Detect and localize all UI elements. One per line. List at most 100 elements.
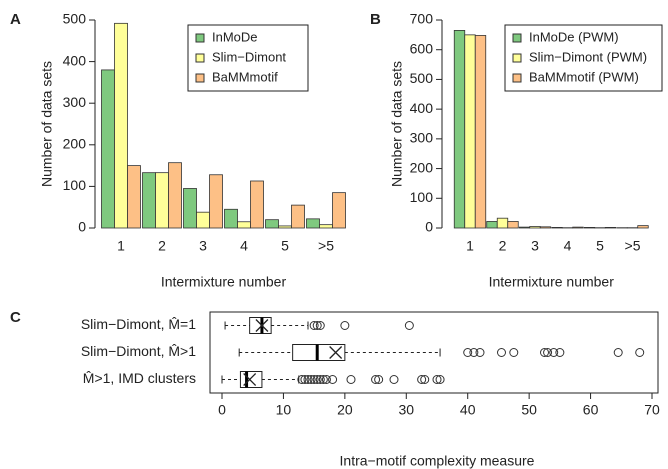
bar	[551, 227, 563, 229]
x-tick-label: 50	[521, 402, 537, 418]
y-tick-label: 200	[63, 136, 87, 152]
bar	[142, 172, 156, 229]
bar	[539, 226, 552, 229]
x-tick-label: 4	[564, 238, 572, 254]
y-tick-label: 300	[63, 94, 87, 110]
bar	[306, 218, 320, 229]
outlier	[309, 321, 319, 330]
outlier	[635, 348, 645, 357]
x-axis-label: Intra−motif complexity measure	[340, 453, 535, 469]
mean-marker	[329, 346, 343, 359]
legend-swatch	[512, 73, 522, 83]
outlier	[306, 375, 316, 384]
y-tick-label: 300	[410, 130, 434, 146]
bar	[265, 219, 279, 229]
outlier	[321, 375, 331, 384]
y-tick-label: 400	[410, 100, 434, 116]
bar	[237, 221, 251, 229]
bar	[453, 29, 466, 229]
x-tick-label: 60	[583, 402, 599, 418]
bar	[572, 226, 584, 229]
row-label: M̂>1, IMD clusters	[83, 370, 196, 386]
y-tick-label: 100	[63, 177, 87, 193]
bar	[291, 204, 305, 229]
outlier	[312, 375, 322, 384]
outlier	[497, 348, 506, 357]
bar	[637, 225, 649, 229]
bar	[486, 221, 498, 229]
outlier	[613, 348, 623, 357]
x-tick-label: 10	[276, 402, 292, 418]
x-tick-label: 30	[398, 402, 414, 418]
y-tick-label: 600	[410, 40, 434, 56]
bar	[583, 227, 596, 229]
x-tick-label: >5	[625, 238, 641, 254]
bar	[332, 192, 346, 229]
outlier	[404, 321, 414, 330]
outlier	[463, 348, 473, 357]
bar	[604, 227, 617, 229]
x-tick-label: >5	[318, 238, 334, 254]
y-tick-label: 500	[63, 11, 87, 27]
y-tick-label: 700	[410, 11, 434, 27]
bar	[507, 221, 519, 229]
outlier	[312, 321, 322, 330]
outlier	[417, 375, 427, 384]
outlier	[303, 375, 313, 384]
x-tick-label: 70	[644, 402, 660, 418]
x-axis-label: Intermixture number	[489, 274, 615, 290]
bar	[278, 225, 292, 229]
y-axis-label: Number of data sets	[389, 61, 405, 187]
legend-label: Slim−Dimont	[212, 49, 286, 64]
outlier	[543, 348, 553, 357]
mean-marker	[255, 319, 269, 332]
legend-label: BaMMmotif (PWM)	[529, 69, 639, 84]
row-label: Slim−Dimont, M̂>1	[81, 343, 196, 359]
outlier	[318, 375, 328, 384]
legend-swatch	[195, 73, 205, 83]
panel-label: B	[370, 11, 381, 28]
outlier	[509, 348, 519, 357]
outlier	[374, 375, 384, 384]
bar	[518, 226, 531, 229]
y-tick-label: 200	[410, 159, 434, 175]
bar	[209, 174, 223, 229]
mean-marker	[243, 373, 257, 386]
outlier	[469, 348, 479, 357]
y-tick-label: 0	[425, 219, 433, 235]
legend-swatch	[512, 53, 522, 63]
bar	[496, 217, 509, 229]
x-tick-label: 1	[466, 238, 474, 254]
y-axis-label: Number of data sets	[39, 61, 55, 187]
bar	[183, 188, 197, 229]
bar	[101, 69, 115, 229]
outlier	[432, 375, 442, 384]
outlier	[555, 348, 565, 357]
bar	[224, 208, 238, 229]
bar	[474, 35, 487, 229]
outlier	[420, 375, 430, 384]
outlier	[475, 348, 485, 357]
bar	[127, 165, 141, 229]
panel-label: A	[10, 11, 21, 28]
bar	[155, 172, 169, 229]
legend-label: Slim−Dimont (PWM)	[529, 49, 647, 64]
bar	[250, 180, 264, 229]
x-tick-label: 3	[199, 238, 207, 254]
outlier	[549, 348, 559, 357]
bar	[114, 22, 128, 229]
outlier	[371, 375, 381, 384]
x-tick-label: 3	[531, 238, 539, 254]
legend-box	[187, 24, 309, 92]
outlier	[309, 375, 319, 384]
outlier	[315, 321, 325, 330]
legend-label: InMoDe (PWM)	[529, 29, 619, 44]
x-tick-label: 40	[460, 402, 476, 418]
bar	[464, 34, 476, 229]
x-tick-label: 2	[499, 238, 507, 254]
row-label: Slim−Dimont, M̂=1	[81, 316, 196, 332]
y-tick-label: 100	[410, 189, 434, 205]
outlier	[346, 375, 356, 384]
